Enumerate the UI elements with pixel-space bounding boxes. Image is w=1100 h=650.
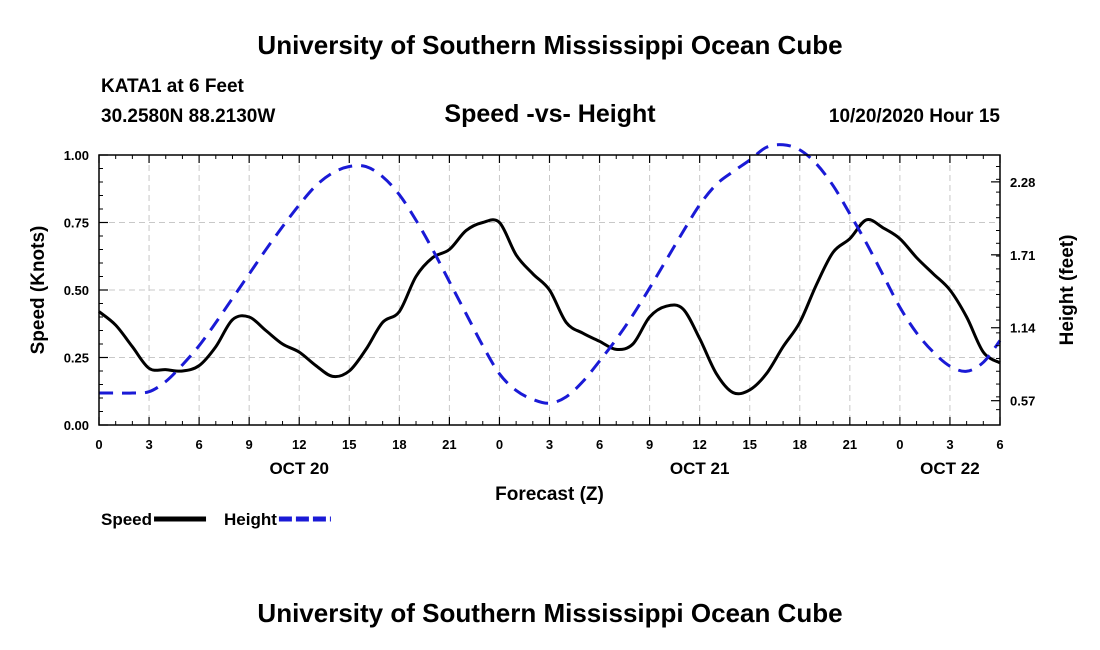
date-label: OCT 21: [670, 459, 730, 478]
y-right-tick-label: 2.28: [1010, 175, 1035, 190]
y-right-tick-label: 1.71: [1010, 248, 1035, 263]
x-axis-title: Forecast (Z): [495, 484, 604, 505]
chart-title: Speed -vs- Height: [444, 100, 656, 128]
x-tick-label: 12: [692, 437, 706, 452]
y-left-tick-label: 0.50: [64, 283, 89, 298]
x-tick-label: 12: [292, 437, 306, 452]
x-tick-label: 6: [996, 437, 1003, 452]
x-tick-label: 15: [742, 437, 756, 452]
forecast-timestamp: 10/20/2020 Hour 15: [828, 106, 1000, 127]
legend-label-speed: Speed: [101, 510, 152, 529]
date-label: OCT 22: [920, 459, 980, 478]
grid: [99, 155, 1000, 425]
x-tick-label: 6: [596, 437, 603, 452]
y-left-tick-label: 0.25: [64, 351, 89, 366]
y-left-tick-label: 0.00: [64, 418, 89, 433]
axis-ticks: [98, 154, 1001, 426]
x-tick-label: 6: [195, 437, 202, 452]
x-tick-label: 18: [793, 437, 807, 452]
station-name: KATA1 at 6 Feet: [101, 76, 244, 97]
y-right-tick-label: 1.14: [1010, 321, 1036, 336]
y-axis-left-title: Speed (Knots): [28, 226, 49, 355]
x-tick-label: 21: [442, 437, 456, 452]
x-tick-label: 3: [946, 437, 953, 452]
x-tick-label: 3: [145, 437, 152, 452]
x-tick-label: 21: [843, 437, 857, 452]
y-right-tick-label: 0.57: [1010, 394, 1035, 409]
legend-label-height: Height: [224, 510, 277, 529]
y-left-tick-label: 1.00: [64, 148, 89, 163]
x-tick-label: 0: [95, 437, 102, 452]
legend: Speed Height: [101, 510, 331, 529]
date-label: OCT 20: [269, 459, 329, 478]
x-tick-label: 9: [646, 437, 653, 452]
series-layer: [98, 143, 1002, 405]
page-title: University of Southern Mississippi Ocean…: [257, 30, 843, 60]
x-tick-label: 0: [496, 437, 503, 452]
page-footer-title: University of Southern Mississippi Ocean…: [257, 598, 843, 628]
y-left-tick-label: 0.75: [64, 216, 89, 231]
x-tick-label: 0: [896, 437, 903, 452]
height-series-line: [98, 143, 1002, 405]
x-tick-label: 15: [342, 437, 356, 452]
x-tick-label: 9: [246, 437, 253, 452]
y-axis-right-title: Height (feet): [1057, 235, 1078, 346]
speed-series-line: [98, 218, 1001, 396]
x-tick-label: 3: [546, 437, 553, 452]
station-coordinates: 30.2580N 88.2130W: [101, 106, 276, 127]
x-tick-label: 18: [392, 437, 406, 452]
axis-labels: 0 3 6 9 12 15 18 21 0 3 6 9 12 15 18 21 0 3 6 0.00 0.25 0.50 0…: [64, 148, 1036, 478]
